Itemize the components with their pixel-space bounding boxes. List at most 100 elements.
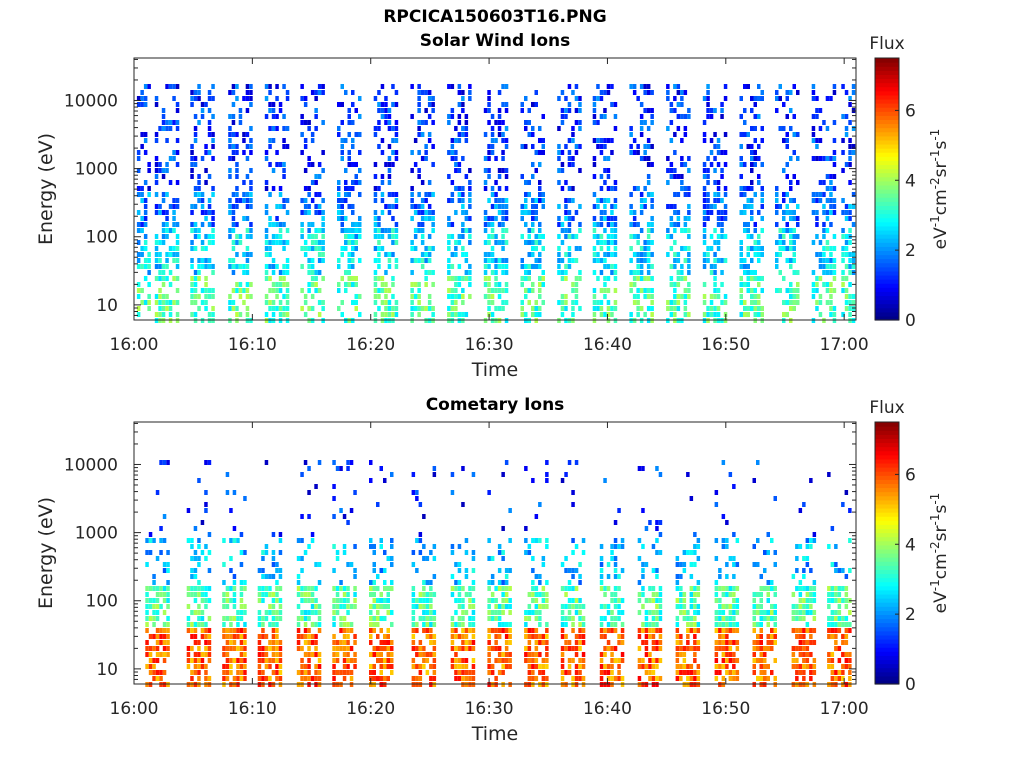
heat-cell <box>282 198 286 203</box>
heat-cell <box>165 192 169 197</box>
heat-cell <box>830 526 835 531</box>
heat-cell <box>676 210 681 215</box>
heat-cell <box>335 466 340 471</box>
heat-cell <box>829 288 833 293</box>
heat-cell <box>574 276 579 281</box>
heat-cell <box>340 120 344 125</box>
heat-cell <box>172 150 176 155</box>
heat-cell <box>844 294 849 299</box>
heat-cell <box>172 246 176 251</box>
heat-cell <box>541 592 546 597</box>
heat-cell <box>193 204 198 209</box>
heat-cell <box>380 276 385 281</box>
heat-cell <box>166 580 170 585</box>
heat-cell <box>140 246 144 251</box>
heat-cell <box>471 610 476 615</box>
heat-cell <box>606 222 611 227</box>
heat-cell <box>743 132 747 137</box>
heat-cell <box>534 592 539 597</box>
heat-cell <box>811 126 816 131</box>
heat-cell <box>454 610 458 615</box>
heat-cell <box>278 282 283 287</box>
heat-cell <box>757 276 761 281</box>
heat-cell <box>606 628 611 633</box>
heat-cell <box>257 652 262 657</box>
heat-cell <box>391 294 395 299</box>
heat-cell <box>457 646 462 651</box>
heat-cell <box>384 270 388 275</box>
heat-cell <box>613 598 618 603</box>
heat-cell <box>669 246 674 251</box>
heat-cell <box>468 216 472 221</box>
heat-cell <box>243 628 247 633</box>
heat-cell <box>832 264 837 269</box>
heat-cell <box>483 258 488 263</box>
heat-cell <box>689 598 694 603</box>
heat-cell <box>557 264 561 269</box>
heat-cell <box>165 126 169 131</box>
heat-cell <box>278 288 283 293</box>
heat-cell <box>743 120 747 125</box>
heat-cell <box>592 246 597 251</box>
heat-cell <box>610 664 614 669</box>
heat-cell <box>669 174 674 179</box>
heat-cell <box>483 228 488 233</box>
heat-cell <box>718 610 722 615</box>
heat-cell <box>504 186 509 191</box>
heat-cell <box>750 258 754 263</box>
heat-cell <box>468 282 472 287</box>
heat-cell <box>723 204 728 209</box>
heat-cell <box>271 556 276 561</box>
heat-cell <box>344 240 348 245</box>
heat-cell <box>775 186 779 191</box>
heat-cell <box>342 676 347 681</box>
heat-cell <box>716 258 721 263</box>
heat-cell <box>811 282 816 287</box>
heat-cell <box>560 652 565 657</box>
heat-cell <box>567 102 572 107</box>
heat-cell <box>571 628 575 633</box>
heat-cell <box>384 204 388 209</box>
heat-cell <box>314 174 318 179</box>
colorbar-segment <box>875 279 899 284</box>
heat-cell <box>268 592 272 597</box>
heat-cell <box>534 538 539 543</box>
heat-cell <box>335 646 340 651</box>
heat-cell <box>424 198 428 203</box>
heat-cell <box>795 616 799 621</box>
heat-cell <box>264 234 269 239</box>
heat-cell <box>225 604 230 609</box>
heat-cell <box>574 84 579 89</box>
heat-cell <box>154 138 159 143</box>
heat-cell <box>461 228 465 233</box>
heat-cell <box>669 162 674 167</box>
heat-cell <box>792 258 796 263</box>
heat-cell <box>643 258 647 263</box>
heat-cell <box>335 586 340 591</box>
heat-cell <box>834 640 838 645</box>
heat-cell <box>564 180 568 185</box>
heat-cell <box>278 550 283 555</box>
heat-cell <box>197 234 201 239</box>
heat-cell <box>504 282 509 287</box>
heat-cell <box>802 670 806 675</box>
heat-cell <box>158 270 162 275</box>
heat-cell <box>753 240 757 245</box>
heat-cell <box>682 610 687 615</box>
heat-cell <box>424 192 428 197</box>
heat-cell <box>429 610 433 615</box>
heat-cell <box>278 102 283 107</box>
heat-cell <box>204 664 208 669</box>
heat-cell <box>249 90 253 95</box>
heat-cell <box>641 574 645 579</box>
heat-cell <box>228 132 232 137</box>
heat-cell <box>457 664 462 669</box>
heat-cell <box>732 586 736 591</box>
heat-cell <box>497 240 502 245</box>
heat-cell <box>162 622 167 627</box>
heat-cell <box>231 246 236 251</box>
heat-cell <box>567 228 572 233</box>
colorbar-segment <box>875 197 899 202</box>
heat-cell <box>268 640 272 645</box>
heat-cell <box>261 598 265 603</box>
